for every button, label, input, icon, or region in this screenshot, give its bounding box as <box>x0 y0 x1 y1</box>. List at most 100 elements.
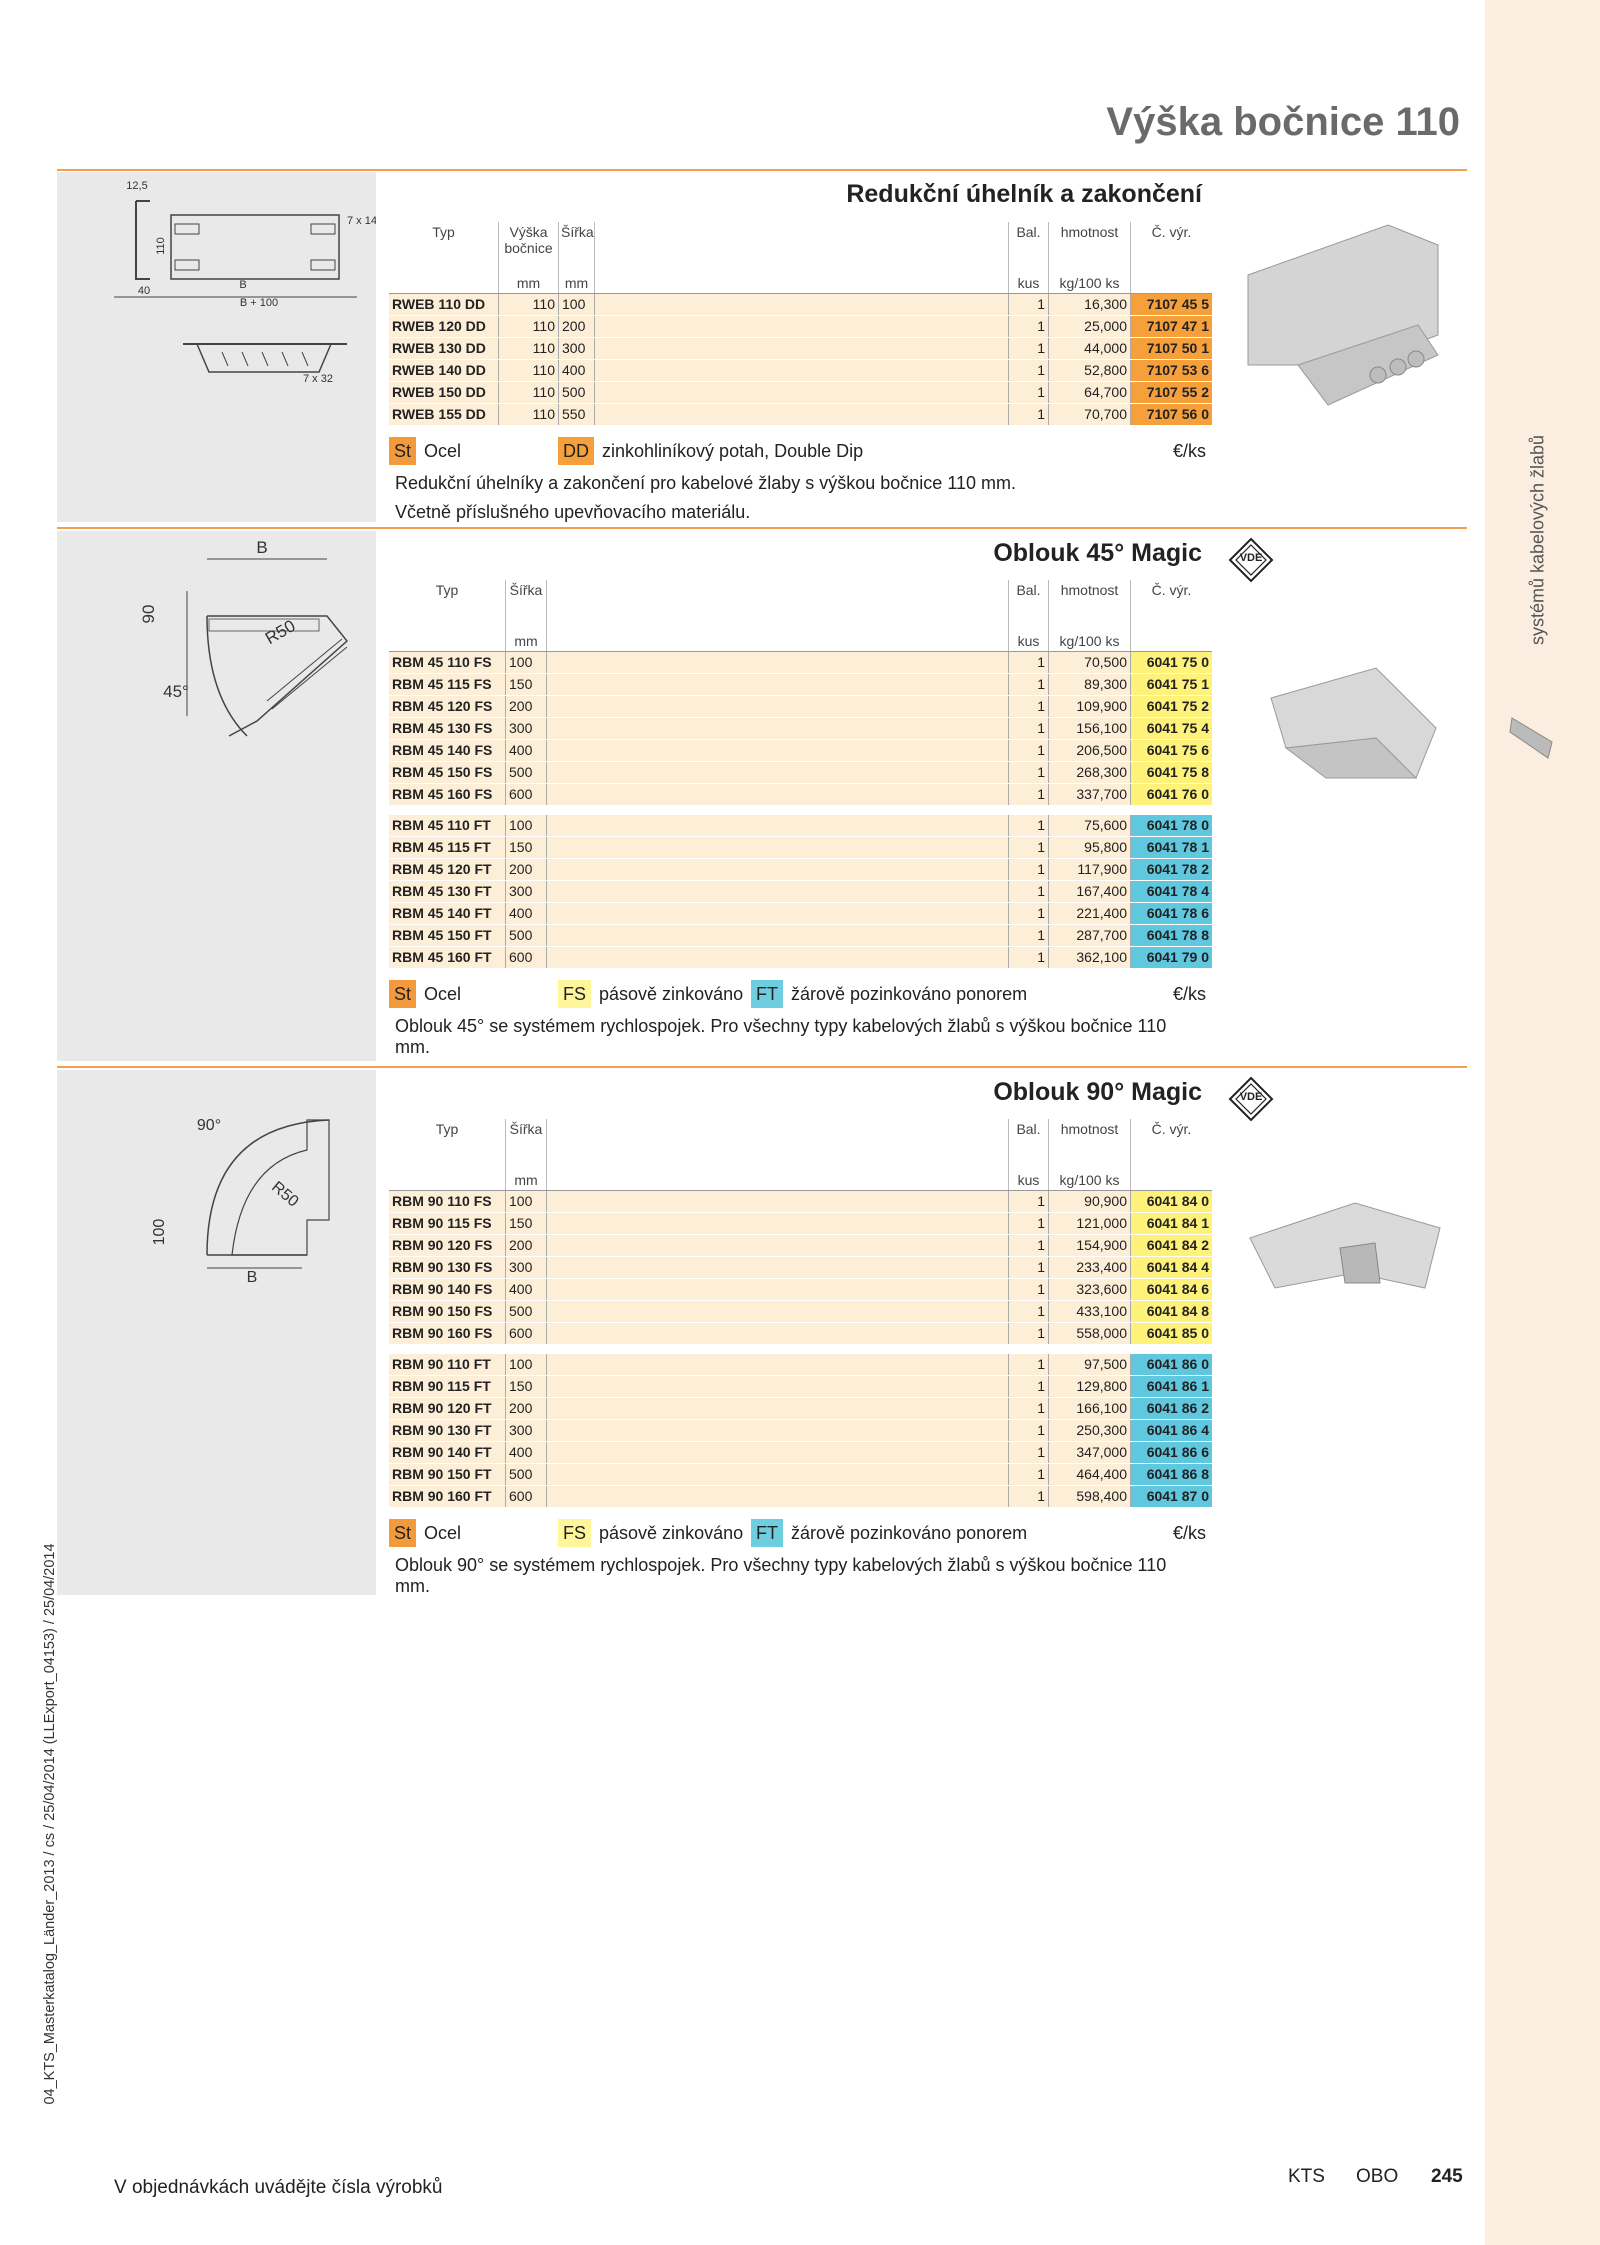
row-spacer <box>594 294 1008 315</box>
article-number: 6041 86 1 <box>1130 1376 1212 1397</box>
product-photo <box>1247 224 1439 406</box>
table-row: RBM 90 130 FT 300 1 250,300 6041 86 4 <box>389 1420 1212 1442</box>
table-row: RWEB 130 DD 110 300 1 44,000 7107 50 1 <box>389 338 1212 360</box>
column-unit: kg/100 ks <box>1059 633 1120 649</box>
table-row: RBM 90 115 FT 150 1 129,800 6041 86 1 <box>389 1376 1212 1398</box>
type-cell: RBM 90 140 FT <box>392 1444 492 1460</box>
table-row: RBM 45 160 FT 600 1 362,100 6041 79 0 <box>389 947 1212 969</box>
row-spacer <box>546 1279 1008 1300</box>
article-number: 6041 87 0 <box>1130 1486 1212 1507</box>
drawing-label: 40 <box>138 285 150 297</box>
column-unit: kg/100 ks <box>1059 1172 1120 1188</box>
cell: 1 <box>1008 1301 1048 1322</box>
product-table: Typ Výška bočnice mm Šířka mm Bal. kus hmotnost… <box>389 222 1212 523</box>
cell: 1 <box>1008 1464 1048 1485</box>
article-number: 6041 75 4 <box>1130 718 1212 739</box>
row-spacer <box>546 859 1008 880</box>
footer-company: OBO <box>1356 2166 1399 2187</box>
cell: 110 <box>498 404 558 425</box>
table-row: RBM 45 130 FT 300 1 167,400 6041 78 4 <box>389 881 1212 903</box>
cell: 1 <box>1008 404 1048 425</box>
drawing: 12,5 110 7 x 14 40 B B + 100 7 x 32 <box>114 180 376 385</box>
divider <box>57 169 1467 171</box>
type-cell: RBM 45 160 FS <box>392 786 493 802</box>
side-label: systémů kabelových žlabů <box>1527 434 1548 646</box>
cell: 433,100 <box>1048 1301 1130 1322</box>
cell: 300 <box>558 338 594 359</box>
table-row: RBM 90 150 FT 500 1 464,400 6041 86 8 <box>389 1464 1212 1486</box>
header-cell: hmotnost kg/100 ks <box>1048 580 1130 651</box>
type-cell: RBM 45 115 FS <box>392 676 492 692</box>
type-cell: RBM 90 110 FS <box>392 1193 492 1209</box>
cell: 464,400 <box>1048 1464 1130 1485</box>
cell: 16,300 <box>1048 294 1130 315</box>
cell: 287,700 <box>1048 925 1130 946</box>
table-row: RBM 90 130 FS 300 1 233,400 6041 84 4 <box>389 1257 1212 1279</box>
legend: St Ocel DD zinkohliníkový potah, Double Dip… <box>389 437 1212 465</box>
cell: 150 <box>505 1213 546 1234</box>
drawing-label: B <box>239 279 246 291</box>
legend-code: St <box>389 980 417 1008</box>
article-number: 6041 78 6 <box>1130 903 1212 924</box>
table-row: RBM 45 120 FT 200 1 117,900 6041 78 2 <box>389 859 1212 881</box>
article-number: 6041 86 2 <box>1130 1398 1212 1419</box>
table-row: RBM 45 150 FS 500 1 268,300 6041 75 8 <box>389 762 1212 784</box>
header-cell: Bal. kus <box>1008 1119 1048 1190</box>
cell: 400 <box>505 1279 546 1300</box>
cell: 100 <box>505 1191 546 1212</box>
cell: 200 <box>505 859 546 880</box>
side-icon <box>1509 717 1553 759</box>
cell: 150 <box>505 1376 546 1397</box>
page-title: Výška bočnice 110 <box>1106 100 1460 144</box>
drawing-label: 100 <box>151 1219 168 1246</box>
type-cell: RBM 90 115 FS <box>392 1215 492 1231</box>
cell: 70,700 <box>1048 404 1130 425</box>
cell: 347,000 <box>1048 1442 1130 1463</box>
row-spacer <box>546 1257 1008 1278</box>
price-unit: €/ks <box>1172 441 1206 461</box>
header-cell: Bal. kus <box>1008 222 1048 293</box>
drawing-label: 90 <box>139 605 158 624</box>
header-cell: Šířka mm <box>558 222 594 293</box>
section-title: Oblouk 90° Magic <box>993 1078 1202 1106</box>
cell: 1 <box>1008 1420 1048 1441</box>
row-spacer <box>546 1420 1008 1441</box>
price-unit: €/ks <box>1172 984 1206 1004</box>
legend-item: St Ocel <box>389 1519 461 1547</box>
cell: 1 <box>1008 925 1048 946</box>
row-spacer <box>546 815 1008 836</box>
row-spacer <box>546 1213 1008 1234</box>
drawing-label: B <box>247 1269 258 1286</box>
legend-code: DD <box>558 437 594 465</box>
cell: 1 <box>1008 1279 1048 1300</box>
header-cell: hmotnost kg/100 ks <box>1048 1119 1130 1190</box>
article-number: 6041 75 8 <box>1130 762 1212 783</box>
article-number: 6041 78 1 <box>1130 837 1212 858</box>
table-row: RBM 90 120 FT 200 1 166,100 6041 86 2 <box>389 1398 1212 1420</box>
table-row: RWEB 140 DD 110 400 1 52,800 7107 53 6 <box>389 360 1212 382</box>
column-label: hmotnost <box>1060 582 1119 598</box>
page-number: 245 <box>1431 2166 1463 2187</box>
table-row: RWEB 155 DD 110 550 1 70,700 7107 56 0 <box>389 404 1212 426</box>
drawing-label: 110 <box>155 237 167 255</box>
cell: 1 <box>1008 674 1048 695</box>
product-table: Typ Šířka mm Bal. kus hmotnost kg/100 ks Č. výr… <box>389 1119 1212 1597</box>
type-cell: RBM 90 110 FT <box>392 1356 491 1372</box>
header-cell: hmotnost kg/100 ks <box>1048 222 1130 293</box>
cell: 154,900 <box>1048 1235 1130 1256</box>
legend-item: FT žárově pozinkováno ponorem <box>751 1519 1027 1547</box>
cell: 166,100 <box>1048 1398 1130 1419</box>
divider <box>57 1066 1467 1068</box>
cell: 500 <box>505 925 546 946</box>
cell: 100 <box>505 1354 546 1375</box>
cell: 110 <box>498 382 558 403</box>
column-unit: mm <box>516 275 541 291</box>
legend-text: žárově pozinkováno ponorem <box>791 983 1028 1004</box>
type-cell: RBM 90 150 FS <box>392 1303 493 1319</box>
section-title: Oblouk 45° Magic <box>993 539 1202 567</box>
type-cell: RWEB 120 DD <box>392 318 486 334</box>
row-spacer <box>546 696 1008 717</box>
column-unit: kus <box>1017 1172 1040 1188</box>
row-spacer <box>546 762 1008 783</box>
cell: 1 <box>1008 652 1048 673</box>
